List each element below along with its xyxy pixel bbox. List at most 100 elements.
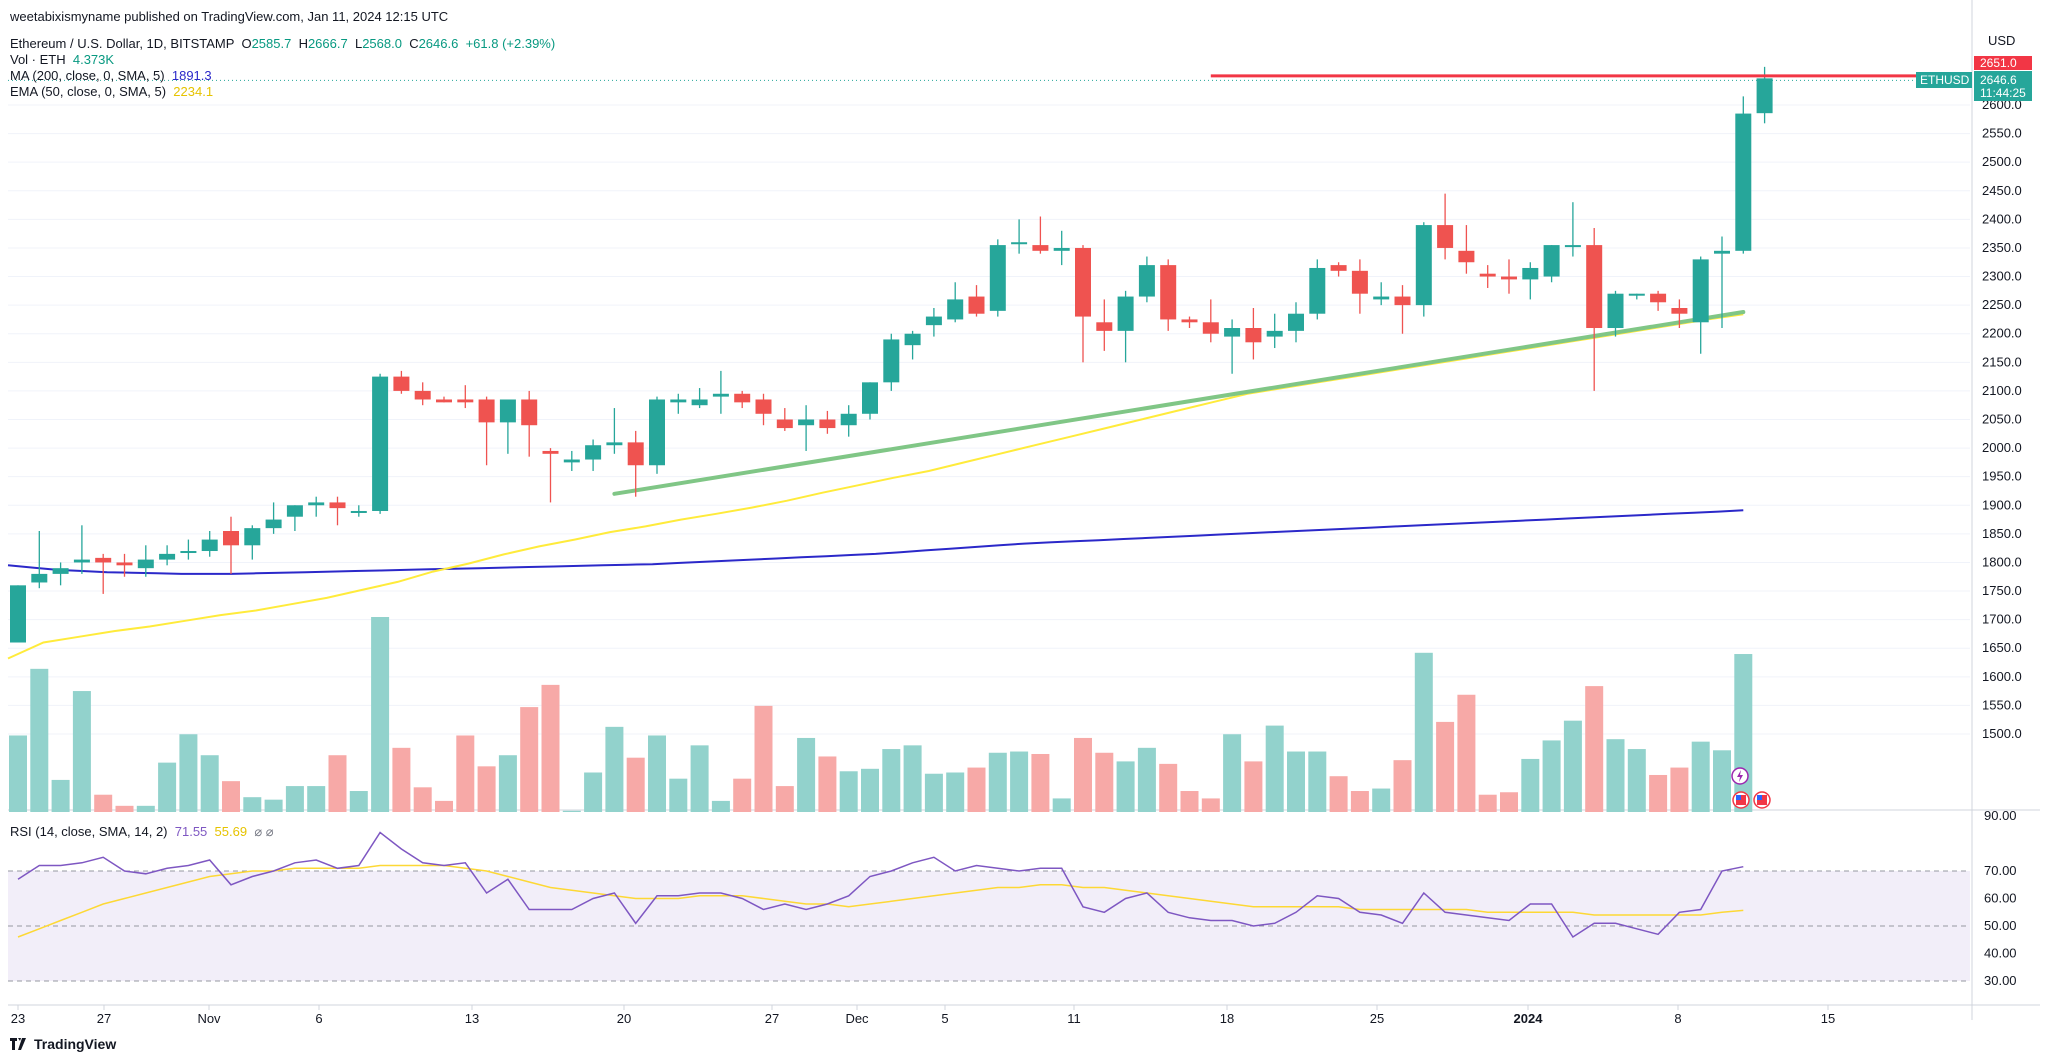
volume-bar bbox=[541, 684, 560, 812]
volume-bar bbox=[1521, 758, 1540, 812]
candle-body bbox=[798, 419, 815, 426]
volume-bar bbox=[584, 772, 603, 812]
volume-bar bbox=[94, 794, 113, 812]
trendline bbox=[612, 309, 1746, 496]
time-tick-label: 18 bbox=[1220, 1011, 1234, 1026]
candle-body bbox=[52, 568, 69, 574]
price-tick-label: 2500.0 bbox=[1982, 154, 2022, 169]
volume-bar bbox=[648, 735, 666, 812]
candle-body bbox=[137, 559, 154, 569]
symbol-title[interactable]: Ethereum / U.S. Dollar, 1D, BITSTAMP bbox=[10, 36, 235, 51]
eye-off-icon[interactable]: ⌀ ⌀ bbox=[250, 824, 274, 839]
volume-bar bbox=[179, 734, 198, 812]
ma200-line bbox=[7, 509, 1744, 575]
time-tick-label: 13 bbox=[465, 1011, 479, 1026]
volume-bar bbox=[1350, 791, 1369, 812]
candle-body bbox=[10, 585, 26, 643]
candle-body bbox=[372, 376, 389, 511]
volume-bar bbox=[264, 799, 283, 812]
volume-bar bbox=[903, 745, 922, 812]
time-tick-label: 27 bbox=[97, 1011, 111, 1026]
candle-body bbox=[1330, 265, 1347, 271]
price-tick-label: 2450.0 bbox=[1982, 183, 2022, 198]
volume-bar bbox=[1308, 751, 1327, 812]
volume-bar bbox=[1542, 740, 1561, 812]
candle-body bbox=[734, 393, 751, 403]
candle-body bbox=[1053, 247, 1070, 251]
candle-body bbox=[1309, 267, 1326, 314]
candle-body bbox=[1181, 319, 1198, 323]
ema50-line bbox=[7, 313, 1744, 660]
price-change: +61.8 (+2.39%) bbox=[465, 36, 556, 51]
candle-body bbox=[1245, 328, 1262, 343]
time-tick-label: Nov bbox=[197, 1011, 221, 1026]
volume-bar bbox=[435, 800, 453, 812]
price-tick-label: 1800.0 bbox=[1982, 554, 2022, 569]
published-line: weetabixismyname published on TradingVie… bbox=[10, 9, 449, 24]
time-tick-label: 23 bbox=[11, 1011, 25, 1026]
volume-bar bbox=[158, 762, 177, 812]
time-tick-label: 5 bbox=[941, 1011, 948, 1026]
volume-bar bbox=[222, 781, 240, 812]
ma-legend[interactable]: MA (200, close, 0, SMA, 5) 1891.3 bbox=[10, 68, 212, 83]
rsi-tick-label: 70.00 bbox=[1984, 863, 2017, 878]
candle-body bbox=[116, 562, 133, 566]
rsi-sma-line bbox=[17, 864, 1744, 938]
time-tick-label: 8 bbox=[1674, 1011, 1681, 1026]
candle-body bbox=[1096, 322, 1113, 331]
countdown-label: 11:44:25 bbox=[1980, 86, 2026, 100]
volume-bar bbox=[72, 691, 91, 812]
symbol-legend: Ethereum / U.S. Dollar, 1D, BITSTAMP O25… bbox=[10, 36, 556, 51]
ema-legend[interactable]: EMA (50, close, 0, SMA, 5) 2234.1 bbox=[10, 84, 214, 99]
volume-bar bbox=[1329, 776, 1348, 812]
candle-body bbox=[904, 333, 921, 346]
time-tick-label: 2024 bbox=[1514, 1011, 1544, 1026]
rsi-sma-value: 55.69 bbox=[214, 824, 248, 839]
tradingview-logo[interactable]: TradingView bbox=[10, 1036, 116, 1052]
flag-canton bbox=[1736, 795, 1741, 800]
candle-body bbox=[478, 399, 495, 423]
candle-body bbox=[350, 510, 367, 513]
price-tick-label: 1850.0 bbox=[1982, 526, 2022, 541]
candle-body bbox=[670, 399, 687, 403]
rsi-tick-label: 90.00 bbox=[1984, 808, 2017, 823]
candle-body bbox=[159, 553, 176, 560]
volume-bar bbox=[456, 735, 475, 812]
volume-bar bbox=[30, 668, 49, 812]
time-tick-label: 20 bbox=[617, 1011, 631, 1026]
rsi-tick-label: 30.00 bbox=[1984, 973, 2017, 988]
price-tick-label: 1700.0 bbox=[1982, 612, 2022, 627]
volume-bar bbox=[690, 745, 709, 812]
volume-bar bbox=[1287, 751, 1305, 812]
volume-bar bbox=[1095, 752, 1114, 812]
volume-bar bbox=[1734, 654, 1753, 812]
price-tick-label: 2400.0 bbox=[1982, 211, 2022, 226]
price-tick-label: 2150.0 bbox=[1982, 354, 2022, 369]
candle-body bbox=[840, 413, 857, 426]
candle-body bbox=[627, 442, 644, 466]
candle-body bbox=[1650, 293, 1667, 303]
volume-bar bbox=[1010, 751, 1029, 812]
volume-bar bbox=[243, 797, 262, 812]
rsi-tick-label: 60.00 bbox=[1984, 891, 2017, 906]
ema-value: 2234.1 bbox=[173, 84, 214, 99]
price-tick-label: 1950.0 bbox=[1982, 469, 2022, 484]
candle-body bbox=[542, 450, 559, 454]
volume-bar bbox=[285, 786, 304, 812]
last-price-label: 2646.6 bbox=[1980, 73, 2017, 87]
candle-body bbox=[1202, 322, 1219, 334]
price-tick-label: 1500.0 bbox=[1982, 726, 2022, 741]
candle-body bbox=[1117, 296, 1134, 331]
volume-legend[interactable]: Vol · ETH 4.373K bbox=[10, 52, 115, 67]
time-tick-label: 15 bbox=[1821, 1011, 1835, 1026]
candle-body bbox=[1437, 225, 1454, 248]
lightning-icon bbox=[1731, 767, 1749, 785]
time-tick-label: 27 bbox=[765, 1011, 779, 1026]
candle-body bbox=[265, 519, 282, 529]
rsi-legend[interactable]: RSI (14, close, SMA, 14, 2) 71.55 55.69 … bbox=[10, 824, 274, 839]
time-tick-label: Dec bbox=[845, 1011, 869, 1026]
volume-bar bbox=[349, 791, 368, 812]
volume-bar bbox=[520, 707, 539, 812]
